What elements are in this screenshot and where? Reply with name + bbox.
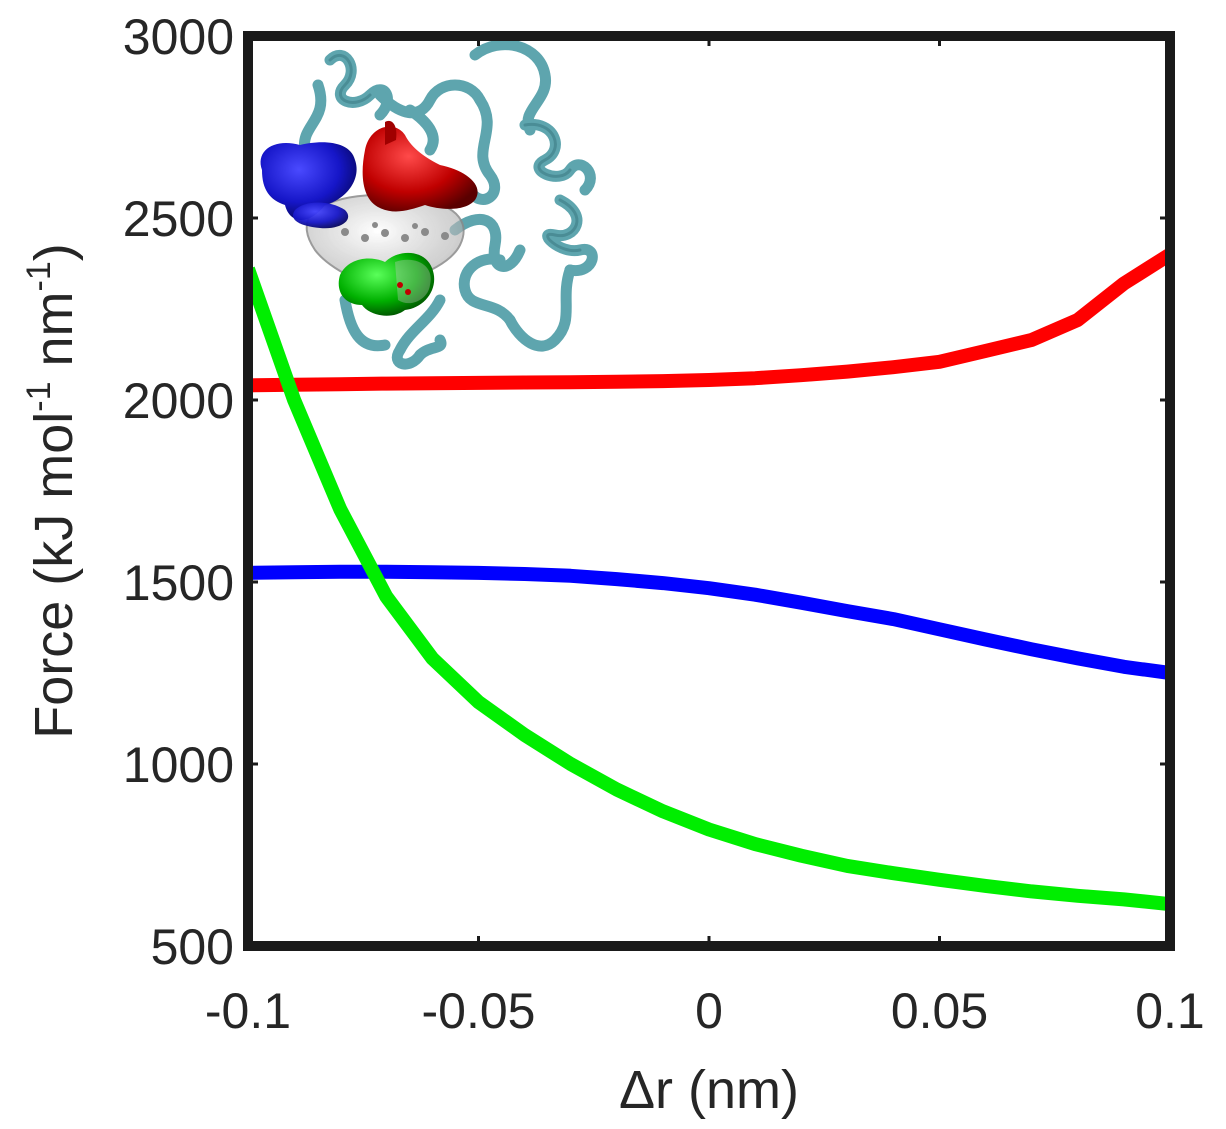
x-tick-label-0: -0.1 [205, 983, 291, 1039]
y-axis-label-part-4: ) [24, 243, 84, 261]
series-line-2 [248, 266, 1170, 912]
y-tick-label-3: 2000 [123, 373, 234, 429]
y-tick-label-0: 500 [151, 919, 234, 975]
y-axis-label-part-2: nm [24, 291, 84, 381]
y-tick-label-5: 3000 [123, 9, 234, 65]
y-axis-label-part-0: Force (kJ mol [24, 412, 84, 739]
x-tick-label-4: 0.1 [1135, 983, 1205, 1039]
x-tick-label-3: 0.05 [891, 983, 988, 1039]
series-line-0 [248, 248, 1170, 393]
ticks-layer [246, 34, 1172, 948]
y-tick-labels: 500 1000 1500 2000 2500 3000 [123, 9, 234, 975]
x-axis-label: Δr (nm) [619, 1060, 799, 1120]
y-tick-label-2: 1500 [123, 555, 234, 611]
y-tick-label-4: 2500 [123, 191, 234, 247]
y-axis-label-sup-1: -1 [20, 381, 58, 411]
y-axis-label: Force (kJ mol-1 nm-1) [20, 243, 84, 739]
protein-ribbon-structure-icon [260, 39, 598, 370]
y-axis-label-sup-3: -1 [20, 261, 58, 291]
x-tick-label-2: 0 [695, 983, 723, 1039]
series-line-1 [248, 564, 1170, 680]
y-tick-label-1: 1000 [123, 737, 234, 793]
x-tick-labels: -0.1 -0.05 0 0.05 0.1 [205, 983, 1205, 1039]
series-layer [248, 248, 1170, 912]
x-tick-label-1: -0.05 [422, 983, 536, 1039]
